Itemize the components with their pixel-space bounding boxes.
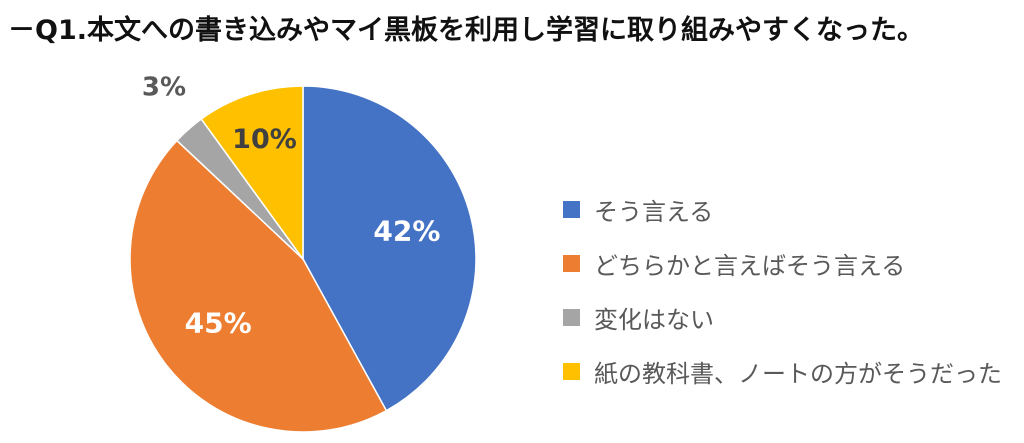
data-label: 3% (142, 72, 186, 102)
legend-item: どちらかと言えばそう言える (563, 236, 1002, 290)
legend-label: そう言える (594, 197, 714, 226)
data-label: 42% (373, 214, 440, 247)
legend-item: そう言える (563, 182, 1002, 236)
legend-item: 変化はない (563, 290, 1002, 344)
legend-label: どちらかと言えばそう言える (594, 251, 906, 280)
data-label: 45% (185, 307, 252, 340)
legend-label: 紙の教科書、ノートの方がそうだった (594, 359, 1002, 388)
legend-swatch (563, 308, 580, 326)
slice-so-ieru (302, 85, 477, 412)
legend-swatch (563, 362, 580, 380)
legend-item: 紙の教科書、ノートの方がそうだった (563, 344, 1002, 398)
slice-dochiraka (129, 139, 388, 433)
legend-label: 変化はない (594, 305, 714, 334)
legend-swatch (563, 254, 580, 272)
slice-kami (200, 85, 304, 262)
data-label: 10% (232, 124, 297, 155)
legend: そう言える どちらかと言えばそう言える 変化はない 紙の教科書、ノートの方がそう… (563, 182, 1002, 398)
chart-title: －Q1.本文への書き込みやマイ黒板を利用し学習に取り組みやすくなった。 (8, 15, 924, 46)
legend-swatch (563, 200, 580, 218)
